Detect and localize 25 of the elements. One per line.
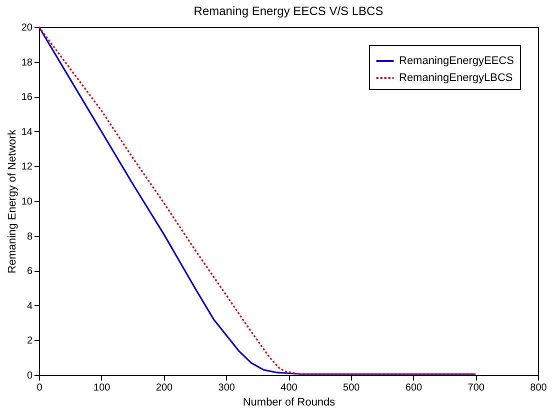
x-tick-label: 100 <box>94 382 111 394</box>
legend-label: RemaningEnergyLBCS <box>399 72 513 84</box>
x-tick-label: 500 <box>343 382 360 394</box>
x-axis-title: Number of Rounds <box>242 396 336 408</box>
chart-title: Remaning Energy EECS V/S LBCS <box>194 4 384 18</box>
y-tick-label: 16 <box>21 92 33 104</box>
y-tick-label: 2 <box>26 336 33 347</box>
y-axis-title: Remaning Energy of Network <box>6 129 18 274</box>
x-tick-label: 400 <box>280 382 298 394</box>
y-tick-label: 12 <box>21 162 33 173</box>
y-tick-label: 18 <box>21 57 33 68</box>
x-tick-label: 0 <box>36 382 43 394</box>
x-tick-label: 200 <box>156 382 174 394</box>
x-tick-label: 600 <box>405 382 423 394</box>
y-tick-label: 20 <box>21 22 33 34</box>
y-tick-label: 6 <box>26 266 33 278</box>
y-tick-label: 14 <box>21 126 33 138</box>
legend-label: RemaningEnergyEECS <box>399 55 514 67</box>
x-tick-label: 300 <box>218 382 236 394</box>
y-tick-label: 8 <box>26 231 33 242</box>
x-tick-label: 800 <box>530 382 548 394</box>
y-tick-label: 0 <box>26 370 33 382</box>
y-tick-label: 4 <box>26 300 33 312</box>
y-tick-label: 10 <box>21 196 33 208</box>
x-tick-label: 700 <box>468 382 485 394</box>
